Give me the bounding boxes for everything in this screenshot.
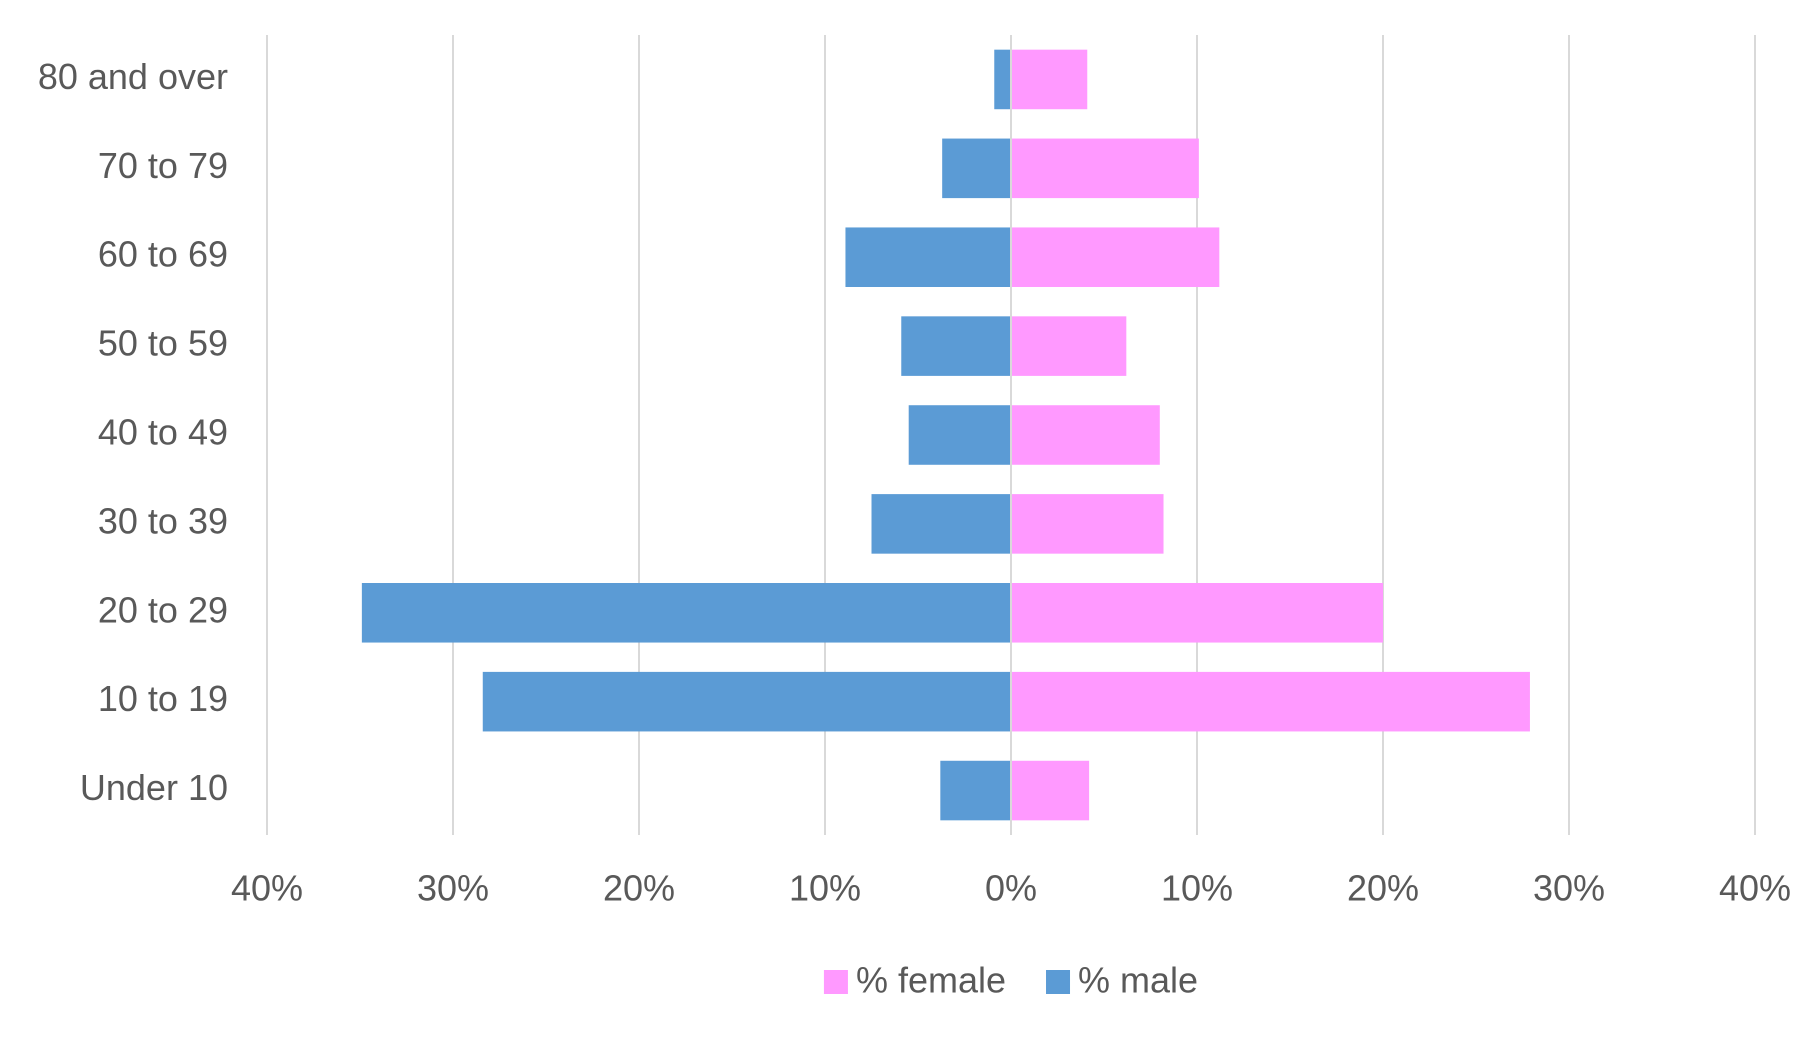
legend-label: % female <box>856 960 1006 1001</box>
legend-swatch <box>1046 970 1071 994</box>
y-tick-label: 80 and over <box>38 56 228 97</box>
bar <box>940 760 1011 821</box>
bar <box>1011 583 1383 643</box>
bar <box>1011 227 1220 287</box>
x-tick-label: 0% <box>985 868 1037 909</box>
bar <box>482 671 1011 732</box>
y-tick-label: Under 10 <box>80 767 228 808</box>
bar <box>871 494 1011 554</box>
legend-label: % male <box>1078 960 1198 1001</box>
x-tick-label: 30% <box>417 868 489 909</box>
x-tick-label: 10% <box>1161 868 1233 909</box>
bar <box>994 49 1011 110</box>
bar <box>942 138 1011 199</box>
bar <box>901 316 1011 376</box>
bar <box>1011 760 1090 821</box>
y-tick-label: 60 to 69 <box>98 234 228 275</box>
x-tick-label: 20% <box>603 868 675 909</box>
bar <box>1011 49 1088 110</box>
y-tick-label: 40 to 49 <box>98 412 228 453</box>
bar <box>1011 671 1530 732</box>
bar <box>1011 138 1199 199</box>
bar <box>845 227 1011 287</box>
x-tick-label: 40% <box>1719 868 1791 909</box>
bar <box>1011 494 1164 554</box>
bar <box>1011 316 1127 376</box>
y-tick-label: 30 to 39 <box>98 500 228 541</box>
bar <box>908 405 1011 465</box>
bar <box>1011 405 1160 465</box>
y-tick-label: 20 to 29 <box>98 589 228 630</box>
bar <box>361 583 1011 643</box>
legend-swatch <box>823 970 848 994</box>
y-tick-label: 10 to 19 <box>98 678 228 719</box>
x-tick-label: 40% <box>231 868 303 909</box>
y-tick-label: 70 to 79 <box>98 145 228 186</box>
x-tick-label: 30% <box>1533 868 1605 909</box>
x-tick-label: 20% <box>1347 868 1419 909</box>
x-tick-label: 10% <box>789 868 861 909</box>
y-tick-label: 50 to 59 <box>98 323 228 364</box>
